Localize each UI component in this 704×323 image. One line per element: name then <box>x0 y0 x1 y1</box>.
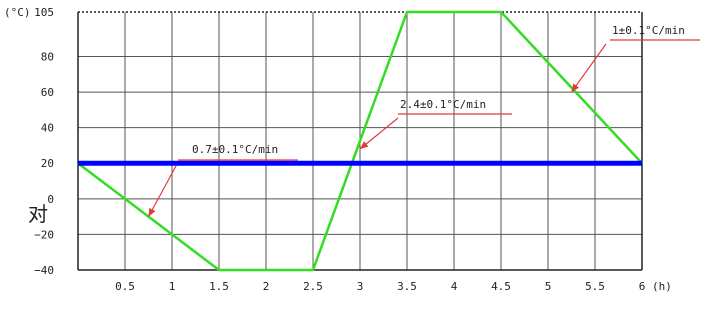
series-layer <box>77 10 643 272</box>
x-tick-label: 1.5 <box>209 280 229 293</box>
callout-arrowhead <box>148 207 156 217</box>
x-tick-label: 2.5 <box>303 280 323 293</box>
y-tick-label: 20 <box>41 157 54 170</box>
side-character: 对 <box>28 202 48 226</box>
x-tick-label: 1 <box>169 280 176 293</box>
rate-annotation-label: 0.7±0.1°C/min <box>192 143 278 156</box>
x-tick-label: 5.5 <box>585 280 605 293</box>
x-tick-label: 4 <box>451 280 458 293</box>
x-tick-label: 2 <box>263 280 270 293</box>
y-tick-label: 105 <box>34 6 54 19</box>
y-tick-label: 60 <box>41 86 54 99</box>
x-axis-unit-label: (h) <box>652 280 672 293</box>
callout-leader <box>147 165 177 217</box>
x-tick-label: 6 <box>639 280 646 293</box>
y-tick-label: −20 <box>34 228 54 241</box>
x-tick-label: 3 <box>357 280 364 293</box>
x-tick-label: 4.5 <box>491 280 511 293</box>
callout-leader <box>359 117 399 150</box>
y-tick-label: −40 <box>34 264 54 277</box>
temperature-profile-line <box>77 10 643 272</box>
rate-annotation-label: 2.4±0.1°C/min <box>400 98 486 111</box>
annotation-layer: 0.7±0.1°C/min 2.4±0.1°C/min 1±0.1°C/min <box>147 24 700 217</box>
plot-frame <box>77 11 643 271</box>
x-tick-label: 0.5 <box>115 280 135 293</box>
x-tick-label: 5 <box>545 280 552 293</box>
callout-arrowhead <box>360 141 369 150</box>
y-tick-label: 40 <box>41 122 54 135</box>
x-tick-labels: 0.5 1 1.5 2 2.5 3 3.5 4 4.5 5 5.5 6 <box>115 280 645 293</box>
callout-arrowhead <box>571 83 580 93</box>
y-axis-unit-label: (°C) <box>4 6 31 19</box>
y-tick-label: 80 <box>41 50 54 63</box>
rate-annotation-label: 1±0.1°C/min <box>612 24 685 37</box>
y-tick-label: 0 <box>47 193 54 206</box>
y-tick-labels: −40 −20 0 20 40 60 80 105 <box>34 6 54 277</box>
callout-leader <box>571 43 607 93</box>
x-tick-label: 3.5 <box>397 280 417 293</box>
